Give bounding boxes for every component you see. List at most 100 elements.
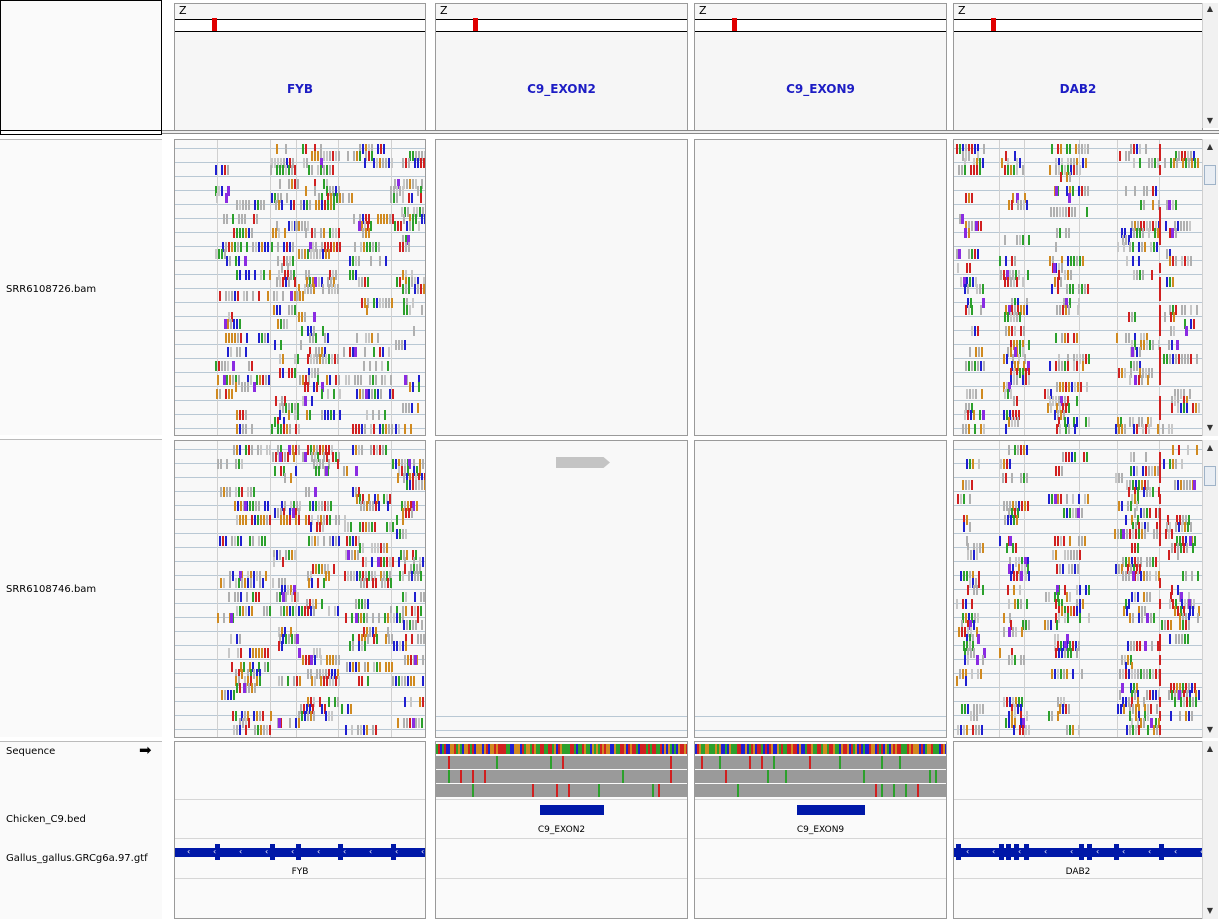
- feature-panel-fyb[interactable]: ‹ ‹ ‹ ‹ ‹ ‹ ‹ ‹ ‹ ‹ FYB: [174, 741, 426, 919]
- mismatch-tick: [1122, 571, 1124, 581]
- scroll-down-icon[interactable]: ▼: [1206, 725, 1214, 734]
- ideogram[interactable]: [436, 18, 687, 32]
- strand-marker: ‹: [265, 847, 269, 856]
- scroll-down-icon[interactable]: ▼: [1206, 116, 1214, 125]
- mismatch-tick: [1060, 536, 1062, 546]
- locus-name[interactable]: C9_EXON9: [786, 82, 855, 96]
- mismatch-tick: [1181, 305, 1183, 315]
- locus-panel-c9-exon9[interactable]: Z C9_EXON9: [694, 3, 947, 131]
- track-name[interactable]: SRR6108726.bam: [6, 284, 97, 295]
- alignment-panel-dab2[interactable]: [953, 440, 1203, 738]
- mismatch-tick: [301, 711, 303, 721]
- ideogram-position-marker: [473, 18, 478, 31]
- alignment-panel-c9-exon2[interactable]: [435, 440, 688, 738]
- mismatch-tick: [317, 452, 319, 462]
- ideogram[interactable]: [695, 18, 946, 32]
- scroll-down-icon[interactable]: ▼: [1206, 423, 1214, 432]
- mismatch-tick: [411, 606, 413, 616]
- ideogram[interactable]: [175, 18, 425, 32]
- mismatch-tick: [238, 676, 240, 686]
- locus-panel-fyb[interactable]: Z FYB: [174, 3, 426, 131]
- scroll-thumb[interactable]: [1204, 165, 1216, 185]
- mismatch-tick: [330, 410, 332, 420]
- scroll-up-icon[interactable]: ▲: [1206, 744, 1214, 753]
- mismatch-tick: [1149, 340, 1151, 350]
- mismatch-tick: [244, 214, 246, 224]
- track-name[interactable]: SRR6108746.bam: [6, 584, 97, 595]
- mismatch-tick: [1121, 655, 1123, 665]
- mismatch-tick: [251, 515, 253, 525]
- mismatch-tick: [1070, 606, 1072, 616]
- track-name[interactable]: Sequence: [6, 746, 56, 757]
- locus-panel-c9-exon2[interactable]: Z C9_EXON2: [435, 3, 688, 131]
- scroll-up-icon[interactable]: ▲: [1206, 142, 1214, 151]
- sequence-base: [875, 744, 877, 754]
- mismatch-tick: [562, 756, 564, 769]
- alignment-scrollbar[interactable]: ▲ ▼: [1202, 440, 1218, 738]
- track-name[interactable]: Gallus_gallus.GRCg6a.97.gtf: [6, 853, 148, 864]
- mismatch-tick: [1074, 452, 1076, 462]
- header-scrollbar[interactable]: ▲ ▼: [1202, 3, 1218, 128]
- mismatch-tick: [1177, 396, 1179, 406]
- guide-line: [296, 140, 297, 435]
- scroll-up-icon[interactable]: ▲: [1206, 4, 1214, 13]
- feature-panel-c9-exon9[interactable]: C9_EXON9: [694, 741, 947, 919]
- ideogram-position-marker: [212, 18, 217, 31]
- mismatch-tick: [316, 459, 318, 469]
- locus-name[interactable]: DAB2: [1059, 82, 1097, 96]
- mismatch-tick: [1150, 242, 1152, 252]
- ideogram[interactable]: [954, 18, 1202, 32]
- scroll-thumb[interactable]: [1204, 466, 1216, 486]
- mismatch-tick: [309, 277, 311, 287]
- feature-panel-dab2[interactable]: ‹‹‹‹‹‹‹‹‹‹DAB2: [953, 741, 1203, 919]
- mismatch-tick: [283, 515, 285, 525]
- gene-feature-label: FYB: [291, 867, 309, 877]
- locus-name[interactable]: C9_EXON2: [527, 82, 596, 96]
- mismatch-tick: [233, 725, 235, 735]
- sequence-base: [747, 744, 749, 754]
- mismatch-tick: [279, 410, 281, 420]
- alignment-panel-c9-exon2[interactable]: [435, 139, 688, 436]
- alignment-panel-c9-exon9[interactable]: [694, 139, 947, 436]
- track-name-panel[interactable]: SRR6108746.bam: [0, 439, 162, 737]
- mismatch-tick: [386, 557, 388, 567]
- mismatch-tick: [398, 340, 400, 350]
- bed-feature[interactable]: [797, 805, 865, 815]
- mismatch-tick: [1057, 284, 1059, 294]
- mismatch-tick: [963, 641, 965, 651]
- mismatch-tick: [1136, 424, 1138, 434]
- mismatch-tick: [232, 613, 234, 623]
- mismatch-tick: [362, 543, 364, 553]
- bed-feature[interactable]: [540, 805, 604, 815]
- feature-panel-c9-exon2[interactable]: C9_EXON2: [435, 741, 688, 919]
- mismatch-tick: [253, 669, 255, 679]
- mismatch-tick: [247, 711, 249, 721]
- right-arrow-icon[interactable]: ➡: [139, 741, 152, 759]
- mismatch-tick: [1171, 403, 1173, 413]
- scroll-down-icon[interactable]: ▼: [1206, 906, 1214, 915]
- mismatch-tick: [380, 389, 382, 399]
- scroll-up-icon[interactable]: ▲: [1206, 443, 1214, 452]
- mismatch-tick: [1056, 382, 1058, 392]
- mismatch-tick: [384, 613, 386, 623]
- mismatch-tick: [403, 550, 405, 560]
- mismatch-tick: [247, 669, 249, 679]
- insertion-marker: [355, 613, 358, 623]
- alignment-panel-fyb[interactable]: [174, 139, 426, 436]
- feature-scrollbar[interactable]: ▲ ▼: [1202, 741, 1218, 919]
- sequence-base: [771, 744, 773, 754]
- track-name[interactable]: Chicken_C9.bed: [6, 814, 86, 825]
- mismatch-tick: [962, 669, 964, 679]
- mismatch-tick: [324, 333, 326, 343]
- track-name-panel[interactable]: SRR6108726.bam: [0, 139, 162, 435]
- gene-feature[interactable]: [954, 848, 1202, 857]
- alignment-panel-dab2[interactable]: [953, 139, 1203, 436]
- alignment-panel-fyb[interactable]: [174, 440, 426, 738]
- mismatch-tick: [1159, 228, 1161, 238]
- locus-name[interactable]: FYB: [286, 82, 314, 96]
- alignment-panel-c9-exon9[interactable]: [694, 440, 947, 738]
- alignment-scrollbar[interactable]: ▲ ▼: [1202, 139, 1218, 436]
- locus-panel-dab2[interactable]: Z DAB2: [953, 3, 1203, 131]
- mismatch-tick: [392, 557, 394, 567]
- sequence-base: [821, 744, 823, 754]
